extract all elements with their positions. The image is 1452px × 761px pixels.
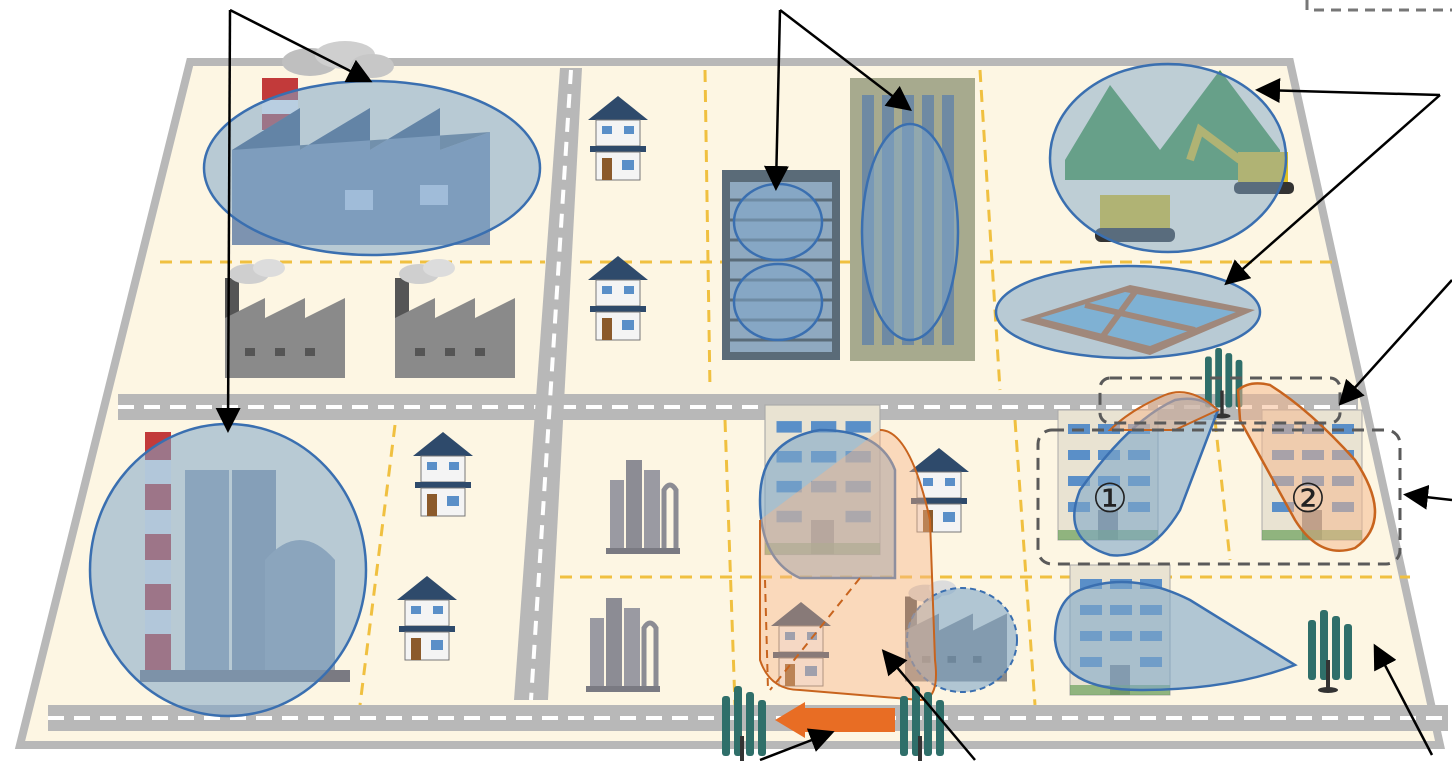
handover-arrow <box>775 702 895 738</box>
coverage-area-factory <box>202 79 542 257</box>
coverage-area-apartment-upper <box>758 428 897 580</box>
dashed-box-topright <box>1305 0 1452 12</box>
coverage-area-sector-2 <box>1236 382 1377 553</box>
coverage-area-paddy <box>994 264 1262 360</box>
coverage-area-apartment-orange <box>759 429 937 702</box>
coverage-divider-dashed <box>769 577 861 691</box>
dashed-box-zones <box>1036 428 1402 566</box>
coverage-area-tall-office <box>860 122 960 342</box>
coverage-area-small-factory <box>906 587 1018 693</box>
coverage-area-office-lower <box>732 262 824 342</box>
coverage-area-construction <box>1048 62 1288 254</box>
zone-label-2: ② <box>1290 476 1326 522</box>
coverage-area-sector-1-orange <box>1107 391 1220 431</box>
coverage-divider-dashed <box>764 579 769 691</box>
coverage-area-apartment-lower <box>1053 580 1298 692</box>
leader-arrows <box>215 8 1452 761</box>
coverage-area-office-upper <box>732 182 824 262</box>
zone-label-1: ① <box>1092 476 1128 522</box>
coverage-area-chemical-plant <box>88 422 368 718</box>
